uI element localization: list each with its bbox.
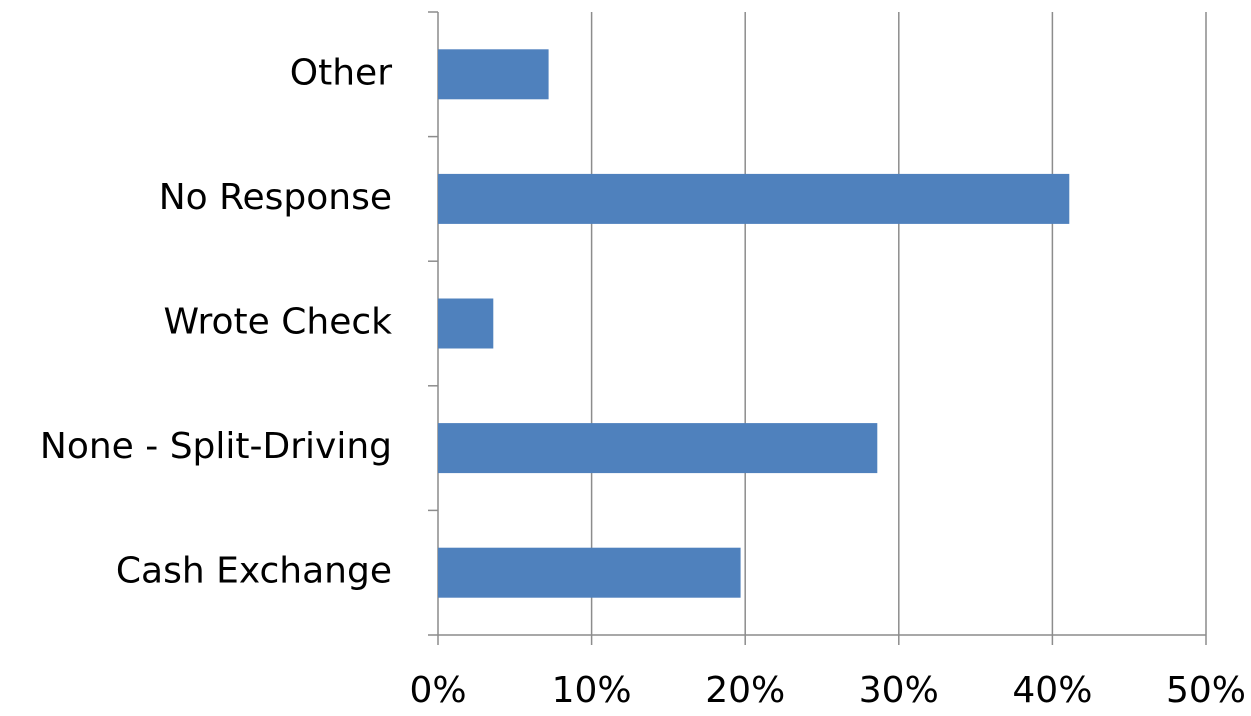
y-tick-label: No Response <box>159 177 392 218</box>
x-tick-label: 0% <box>409 670 466 711</box>
bar <box>438 423 878 474</box>
y-tick-label: Cash Exchange <box>116 551 392 592</box>
x-tick-label: 10% <box>552 670 632 711</box>
bar <box>438 547 741 598</box>
y-tick-label: None - Split-Driving <box>40 426 392 467</box>
bar <box>438 173 1070 224</box>
x-tick-label: 20% <box>705 670 785 711</box>
x-tick-label: 30% <box>859 670 939 711</box>
y-tick-label: Wrote Check <box>164 302 393 343</box>
x-tick-label: 40% <box>1012 670 1092 711</box>
y-tick-label: Other <box>290 52 392 93</box>
bar <box>438 49 549 100</box>
x-tick-label: 50% <box>1166 670 1246 711</box>
bar <box>438 298 494 349</box>
